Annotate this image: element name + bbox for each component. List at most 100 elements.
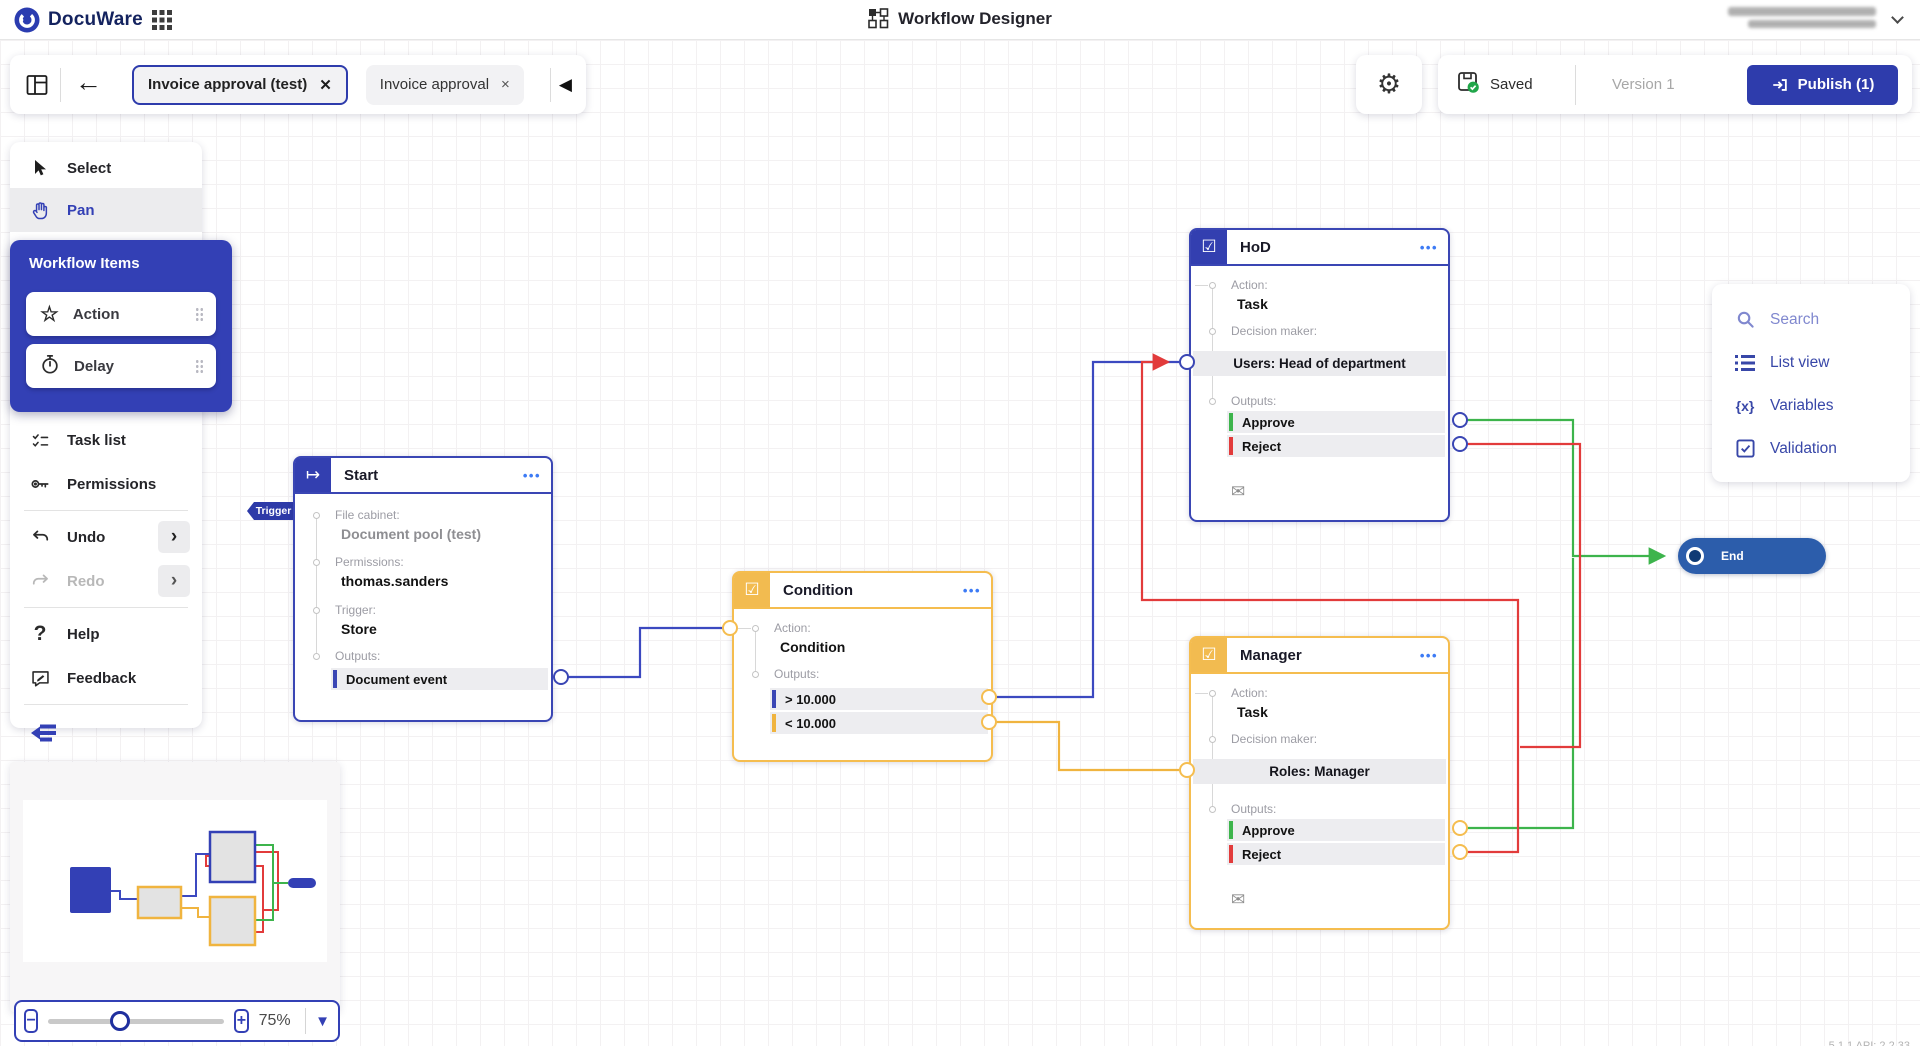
- zoom-in-button[interactable]: +: [234, 1009, 249, 1033]
- decision-maker-row[interactable]: Users: Head of department: [1193, 351, 1446, 376]
- publish-button[interactable]: Publish (1): [1747, 64, 1898, 105]
- email-notification-icon: ✉: [1231, 890, 1246, 909]
- drag-handle-icon[interactable]: [195, 306, 204, 322]
- minimap-node-end: [288, 878, 316, 888]
- menu-search[interactable]: Search: [1712, 298, 1910, 341]
- node-manager[interactable]: ☑ Manager ••• Action: Task Decision make…: [1189, 636, 1450, 930]
- minimap-panel[interactable]: [10, 762, 340, 1012]
- tool-feedback[interactable]: Feedback: [10, 656, 202, 700]
- app-grid-icon[interactable]: [152, 10, 172, 35]
- tool-select[interactable]: Select: [10, 148, 202, 188]
- output-label: Document event: [346, 671, 448, 687]
- drag-handle-icon[interactable]: [195, 358, 204, 374]
- node-header[interactable]: ☑ Condition •••: [734, 573, 991, 609]
- decision-maker-value: Users: Head of department: [1233, 356, 1406, 371]
- node-menu-button[interactable]: •••: [1419, 647, 1438, 663]
- stopwatch-icon: [40, 354, 60, 379]
- output-label: < 10.000: [785, 715, 836, 731]
- menu-validation[interactable]: Validation: [1712, 427, 1910, 470]
- tab-close-icon[interactable]: ×: [501, 76, 510, 93]
- tab-invoice-approval-test[interactable]: Invoice approval (test) ✕: [132, 64, 348, 105]
- outputs-label: Outputs:: [774, 667, 820, 681]
- output-approve[interactable]: Approve: [1227, 819, 1445, 841]
- zoom-toolbar: − + 75% ▼: [14, 1000, 340, 1042]
- divider: [1575, 64, 1576, 105]
- node-title: HoD: [1240, 238, 1271, 256]
- feedback-icon: [28, 668, 52, 689]
- menu-label: Search: [1770, 310, 1820, 328]
- menu-label: List view: [1770, 353, 1830, 371]
- outputs-label: Outputs:: [1231, 802, 1277, 816]
- field-value: Task: [1237, 296, 1268, 312]
- node-menu-button[interactable]: •••: [1419, 239, 1438, 255]
- task-icon: ☑: [1191, 638, 1227, 672]
- connector-dot: [313, 653, 320, 660]
- output-less-10000[interactable]: < 10.000: [770, 712, 988, 734]
- star-icon: ☆: [40, 302, 59, 326]
- node-header[interactable]: ☑ Manager •••: [1191, 638, 1448, 674]
- scroll-tabs-left-button[interactable]: ◀: [558, 74, 572, 94]
- tool-undo[interactable]: Undo ›: [10, 515, 202, 559]
- minimap-node-condition: [136, 885, 183, 920]
- node-condition[interactable]: ☑ Condition ••• Action: Condition Output…: [732, 571, 993, 762]
- field-label: Permissions:: [335, 555, 404, 569]
- output-reject[interactable]: Reject: [1227, 435, 1445, 457]
- field-value: Task: [1237, 704, 1268, 720]
- publish-icon: [1772, 78, 1787, 91]
- workflow-items-header: Workflow Items: [29, 255, 140, 272]
- redo-history-button[interactable]: ›: [158, 565, 190, 597]
- decision-maker-row[interactable]: Roles: Manager: [1193, 759, 1446, 784]
- connector-dot: [752, 671, 759, 678]
- help-icon: ?: [33, 622, 47, 645]
- output-label: Approve: [1242, 414, 1295, 430]
- saved-icon: [1456, 70, 1480, 99]
- output-document-event[interactable]: Document event: [331, 668, 548, 690]
- field-label: Action:: [1231, 686, 1268, 700]
- rail: [1212, 286, 1213, 402]
- node-header[interactable]: ☑ HoD •••: [1191, 230, 1448, 266]
- tool-task-list[interactable]: Task list: [10, 418, 202, 462]
- node-end[interactable]: End: [1678, 538, 1826, 574]
- tool-redo[interactable]: Redo ›: [10, 559, 202, 603]
- settings-gear-icon[interactable]: ⚙: [1376, 69, 1402, 99]
- tool-permissions[interactable]: Permissions: [10, 462, 202, 506]
- output-reject[interactable]: Reject: [1227, 843, 1445, 865]
- zoom-out-button[interactable]: −: [24, 1009, 39, 1033]
- minimap-node-start: [70, 867, 111, 913]
- workflow-item-delay[interactable]: Delay: [26, 344, 216, 388]
- output-greater-10000[interactable]: > 10.000: [770, 688, 988, 710]
- node-header[interactable]: ↦ Start •••: [295, 458, 551, 494]
- tab-close-icon[interactable]: ✕: [319, 76, 332, 94]
- undo-history-button[interactable]: ›: [158, 521, 190, 553]
- email-notification-icon: ✉: [1231, 482, 1246, 501]
- trigger-badge: Trigger: [247, 502, 295, 520]
- list-view-icon: [1734, 354, 1756, 372]
- divider: [24, 607, 188, 608]
- node-start[interactable]: ↦ Start ••• File cabinet: Document pool …: [293, 456, 553, 722]
- tool-pan[interactable]: Pan: [10, 188, 202, 232]
- workflow-item-action[interactable]: ☆ Action: [26, 292, 216, 336]
- split-view-icon[interactable]: [20, 73, 54, 97]
- output-approve[interactable]: Approve: [1227, 411, 1445, 433]
- docuware-logo[interactable]: DocuWare: [14, 7, 143, 33]
- zoom-slider[interactable]: [48, 1010, 225, 1031]
- menu-list-view[interactable]: List view: [1712, 341, 1910, 384]
- tab-invoice-approval[interactable]: Invoice approval ×: [365, 64, 524, 105]
- divider: [24, 510, 188, 511]
- version-label: Version 1: [1612, 76, 1675, 93]
- end-input-port[interactable]: [1686, 547, 1704, 565]
- node-menu-button[interactable]: •••: [962, 582, 981, 598]
- zoom-presets-button[interactable]: ▼: [315, 1012, 330, 1030]
- menu-variables[interactable]: {x} Variables: [1712, 384, 1910, 427]
- node-menu-button[interactable]: •••: [522, 467, 541, 483]
- back-button[interactable]: ←: [75, 67, 102, 97]
- node-hod[interactable]: ☑ HoD ••• Action: Task Decision maker: U…: [1189, 228, 1450, 522]
- connector-dot: [738, 625, 759, 632]
- tool-help[interactable]: ? Help: [10, 612, 202, 656]
- tool-label: Permissions: [67, 475, 157, 493]
- collapse-sidebar-button[interactable]: [10, 709, 202, 757]
- cursor-icon: [28, 158, 52, 178]
- divider: [304, 1008, 306, 1034]
- user-account[interactable]: [1728, 7, 1876, 28]
- zoom-slider-handle[interactable]: [110, 1010, 131, 1031]
